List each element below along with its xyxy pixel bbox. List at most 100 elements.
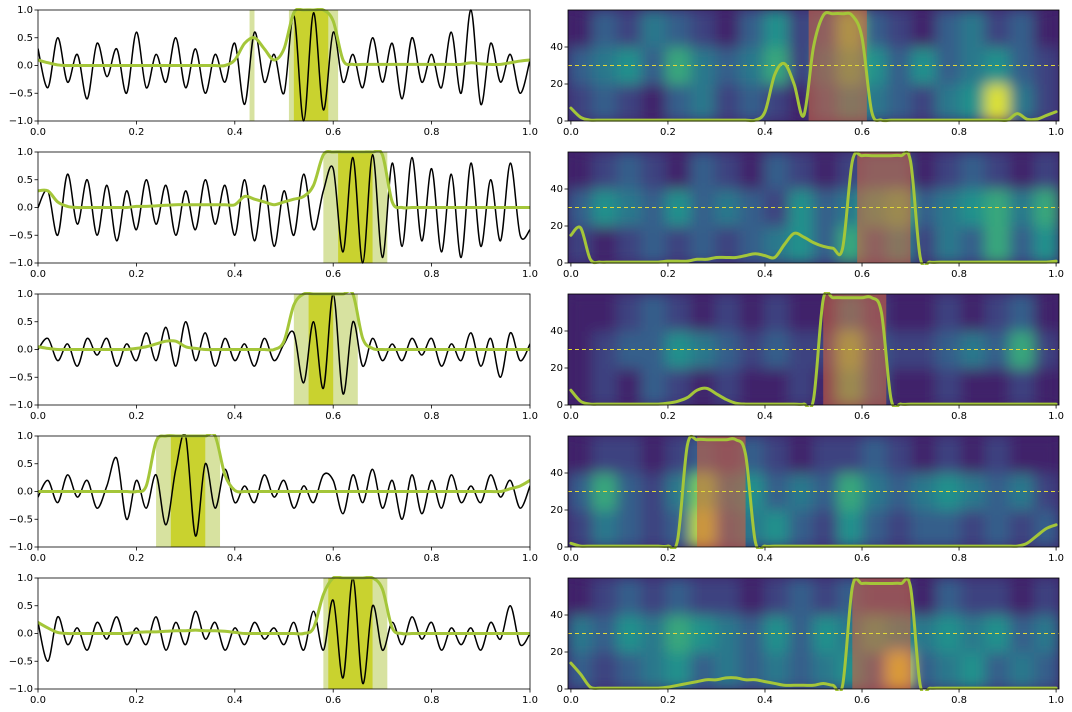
plot-area [38, 576, 530, 689]
x-tick-label: 0.6 [854, 411, 870, 422]
heatmap-cell [690, 578, 716, 616]
heatmap-cell [665, 294, 692, 332]
heatmap-cell [592, 436, 618, 474]
heatmap-cell [568, 472, 594, 511]
heatmap-cell [568, 152, 594, 190]
y-tick-label: 1.0 [17, 5, 33, 16]
heatmap-cell [616, 578, 643, 616]
x-tick-label: 0.8 [951, 553, 967, 564]
heatmap-cell [911, 225, 937, 263]
heatmap-cell [788, 509, 814, 547]
heatmap-cell [616, 152, 643, 190]
heatmap-cell [739, 294, 765, 332]
heatmap-cell [935, 225, 962, 263]
x-tick-label: 0.2 [660, 695, 676, 706]
y-tick-label: 0.0 [17, 61, 33, 72]
y-tick-label: 0.0 [17, 487, 33, 498]
heatmap-cell [690, 225, 716, 263]
panel: 0.0 0.2 0.4 0.6 0.8 1.0 −1.0 −0.5 0.0 0.5 1.0 [9, 147, 538, 280]
x-tick-label: 0.8 [951, 411, 967, 422]
heatmap-cell [960, 367, 986, 405]
heatmap-cell [568, 10, 594, 48]
x-tick-label: 0.2 [128, 695, 144, 706]
x-tick-label: 1.0 [1048, 411, 1064, 422]
heatmap-cell [935, 152, 962, 190]
x-tick-label: 0.4 [757, 127, 773, 138]
heatmap-cell [960, 651, 986, 689]
heatmap-cell [714, 83, 741, 121]
y-tick-label: 20 [550, 363, 563, 374]
y-tick-label: 0 [557, 400, 563, 411]
y-tick-label: 40 [550, 468, 563, 479]
y-tick-label: −0.5 [9, 230, 33, 241]
heatmap-cell [788, 225, 814, 263]
heatmap-cell [690, 83, 716, 121]
heatmap-cell [1033, 10, 1059, 48]
heatmap-cell [813, 509, 839, 547]
y-tick-label: 0.0 [17, 203, 33, 214]
heatmap-cell [788, 152, 814, 190]
heatmap-cell [665, 578, 692, 616]
x-tick-label: 1.0 [1048, 695, 1064, 706]
heatmap-cell [813, 152, 839, 190]
x-tick-label: 0.0 [30, 553, 46, 564]
heatmap-cell [739, 83, 765, 121]
heatmap-cell [1009, 10, 1035, 48]
heatmap-cell [813, 436, 839, 474]
heatmap-cell [960, 294, 986, 332]
heatmap-cell [568, 509, 594, 547]
x-tick-label: 0.8 [424, 553, 440, 564]
panel: 0.0 0.2 0.4 0.6 0.8 1.0 0 20 40 [550, 9, 1064, 138]
heatmap-cell [911, 152, 937, 190]
heatmap-cell [984, 578, 1011, 616]
heatmap-cell [1033, 294, 1059, 332]
x-tick-label: 0.0 [563, 269, 579, 280]
heatmap-cell [690, 10, 716, 48]
heatmap-cell [935, 436, 962, 474]
plot-area [38, 8, 530, 122]
plot-area [568, 577, 1059, 691]
heatmap-cell [984, 436, 1011, 474]
heatmap-cell [788, 436, 814, 474]
heatmap-cell [739, 225, 765, 263]
heatmap-cell [641, 436, 667, 474]
x-tick-label: 0.4 [757, 553, 773, 564]
y-tick-label: 0.0 [17, 629, 33, 640]
heatmap-cell [763, 436, 790, 474]
heatmap-cell [763, 152, 790, 190]
x-tick-label: 0.6 [325, 269, 341, 280]
heatmap-cell [1033, 578, 1059, 616]
heatmap-cell [592, 294, 618, 332]
heatmap-cell [568, 294, 594, 332]
heatmap-cell [641, 651, 667, 689]
heatmap-cell [739, 367, 765, 405]
x-tick-label: 1.0 [1048, 269, 1064, 280]
y-tick-label: 0.5 [17, 459, 33, 470]
heatmap-cell [1009, 367, 1035, 405]
panel: 0.0 0.2 0.4 0.6 0.8 1.0 0 20 40 [550, 434, 1064, 564]
plot-area [38, 292, 530, 405]
x-tick-label: 0.2 [128, 553, 144, 564]
heatmap-cell [935, 651, 962, 689]
y-tick-label: −1.0 [9, 542, 33, 553]
heatmap-cell [1009, 578, 1035, 616]
heatmap-cell [763, 294, 790, 332]
y-tick-label: 0 [557, 684, 563, 695]
heatmap-cell [690, 367, 716, 405]
y-tick-label: 40 [550, 610, 563, 621]
heatmap-cell [911, 578, 937, 616]
heatmap-cell [960, 509, 986, 547]
heatmap-cell [1009, 436, 1035, 474]
heatmap-cell [911, 294, 937, 332]
x-tick-label: 0.6 [325, 553, 341, 564]
y-tick-label: −1.0 [9, 400, 33, 411]
x-tick-label: 0.2 [128, 269, 144, 280]
heatmap-cell [935, 367, 962, 405]
x-tick-label: 1.0 [522, 411, 538, 422]
heatmap-cell [592, 509, 618, 547]
heatmap-cell [690, 294, 716, 332]
heatmap-cell [739, 578, 765, 616]
heatmap-cell [641, 83, 667, 121]
heatmap-cell [714, 578, 741, 616]
heatmap-cell [616, 509, 643, 547]
